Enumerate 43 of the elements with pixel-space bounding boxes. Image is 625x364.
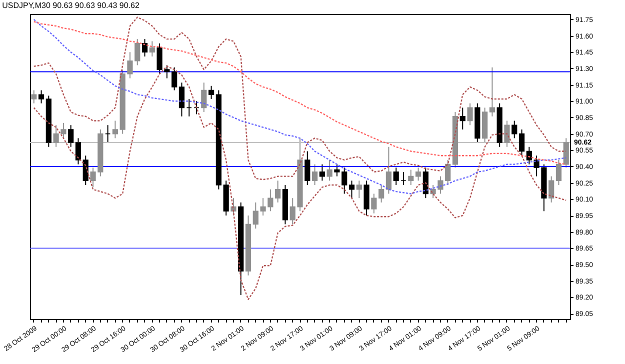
candlestick xyxy=(371,193,377,214)
candlestick xyxy=(512,120,518,139)
candlestick xyxy=(504,120,510,148)
candlestick xyxy=(172,66,178,91)
candlestick xyxy=(149,40,155,57)
candlestick xyxy=(378,184,384,203)
candlestick xyxy=(518,128,525,156)
candlestick xyxy=(68,124,74,148)
candlestick xyxy=(415,167,422,182)
candlestick xyxy=(422,167,428,199)
candlestick xyxy=(556,159,562,186)
candlestick xyxy=(400,171,406,186)
candlestick xyxy=(82,155,88,186)
candlestick xyxy=(38,90,44,104)
candlestick xyxy=(201,82,207,113)
candlestick xyxy=(408,169,414,186)
chart-title: USDJPY,M30 90.63 90.63 90.43 90.62 xyxy=(2,1,140,10)
candlestick xyxy=(178,82,185,117)
candlestick xyxy=(142,38,148,57)
candlestick xyxy=(563,138,569,168)
candlestick xyxy=(312,164,318,186)
candlestick xyxy=(75,138,82,165)
candlestick xyxy=(194,100,200,115)
candlestick xyxy=(319,164,325,182)
candlestick xyxy=(393,167,399,186)
candlestick xyxy=(230,198,236,216)
candlestick xyxy=(275,180,281,203)
line-series xyxy=(33,66,567,300)
candlestick xyxy=(386,146,392,194)
candlestick xyxy=(356,180,362,199)
candlestick xyxy=(112,120,118,139)
candlestick xyxy=(326,159,332,182)
candlestick xyxy=(548,176,554,203)
candlestick xyxy=(348,180,355,199)
candlestick xyxy=(364,180,370,216)
candlestick xyxy=(467,102,473,126)
candlestick xyxy=(186,98,192,117)
candlestick xyxy=(208,85,214,100)
candlestick xyxy=(31,90,37,104)
candlestick xyxy=(304,150,310,186)
candlestick xyxy=(105,124,111,144)
candlestick xyxy=(460,107,466,130)
candlestick xyxy=(489,66,495,117)
